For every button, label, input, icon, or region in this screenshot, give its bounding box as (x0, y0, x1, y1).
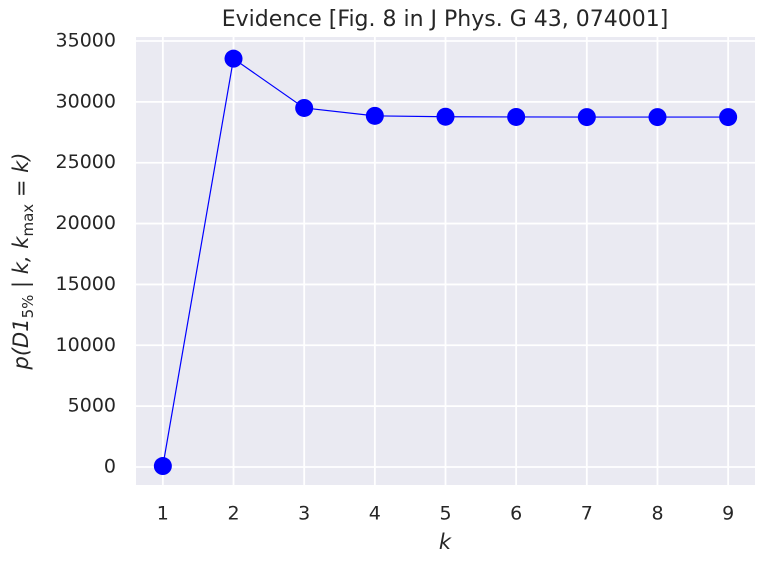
y-axis-label-part: 5% (19, 295, 37, 319)
x-tick-label: 5 (439, 503, 451, 525)
y-tick-label: 35000 (56, 30, 116, 52)
data-point (719, 108, 738, 127)
data-point (577, 108, 596, 127)
y-tick-label: 10000 (56, 334, 116, 356)
data-point (436, 107, 455, 126)
y-axis-label-part: | k, k (9, 236, 34, 295)
y-axis-label-part: = k) (9, 153, 33, 204)
x-tick-label: 3 (298, 503, 310, 525)
data-point (153, 457, 172, 476)
data-point (365, 106, 384, 125)
y-axis-label-part: max (19, 204, 37, 237)
y-tick-label: 5000 (68, 395, 116, 417)
y-tick-label: 30000 (56, 90, 116, 112)
y-tick-label: 15000 (56, 273, 116, 295)
y-axis-label-part: p(D1 (9, 318, 33, 370)
x-tick-label: 7 (581, 503, 593, 525)
data-point (648, 108, 667, 127)
x-tick-label: 1 (157, 503, 169, 525)
y-tick-label: 0 (104, 455, 116, 477)
x-tick-label: 8 (651, 503, 663, 525)
y-tick-label: 25000 (56, 151, 116, 173)
data-point (295, 98, 314, 117)
y-axis-label: p(D15% | k, kmax = k) (9, 153, 37, 371)
y-tick-label: 20000 (56, 212, 116, 234)
x-tick-label: 9 (722, 503, 734, 525)
x-tick-label: 2 (227, 503, 239, 525)
x-axis-label: k (439, 530, 452, 554)
x-tick-label: 6 (510, 503, 522, 525)
data-point (507, 107, 526, 126)
chart-title: Evidence [Fig. 8 in J Phys. G 43, 074001… (222, 7, 669, 32)
data-point (224, 49, 243, 68)
x-tick-label: 4 (369, 503, 381, 525)
